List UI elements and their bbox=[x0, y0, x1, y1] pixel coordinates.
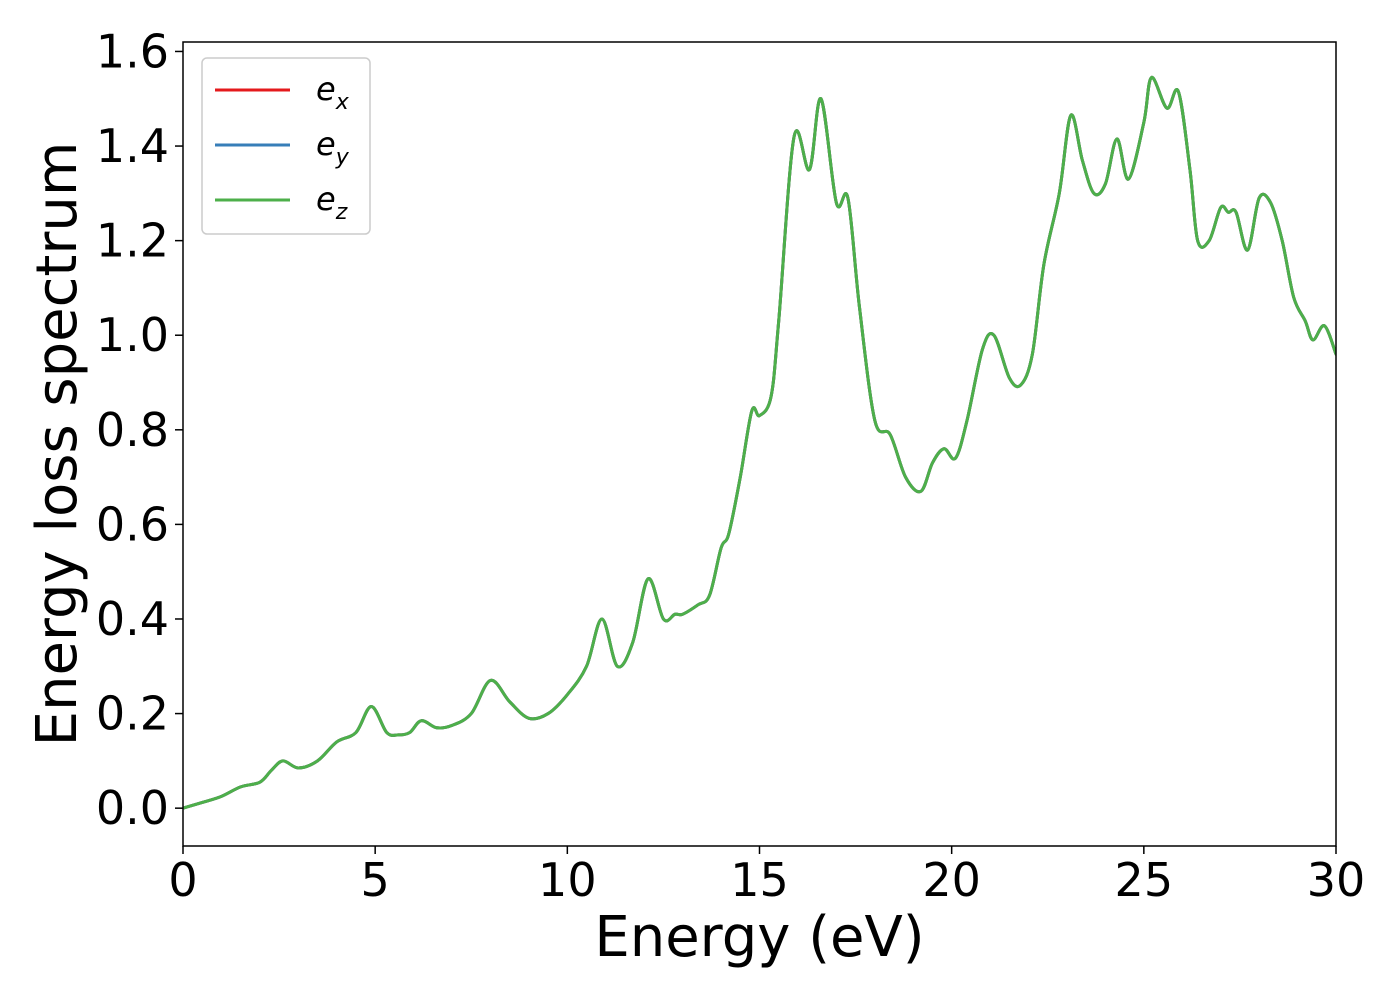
y-tick-label: 0.2 bbox=[96, 687, 169, 741]
legend-label-ey: ey bbox=[316, 125, 350, 170]
y-tick-label: 0.0 bbox=[96, 781, 169, 835]
x-tick-label: 25 bbox=[1115, 853, 1174, 907]
y-tick-label: 0.8 bbox=[96, 403, 169, 457]
series-layer bbox=[183, 75, 1336, 810]
y-tick-label: 1.2 bbox=[96, 214, 169, 268]
y-tick-label: 1.4 bbox=[96, 119, 169, 173]
x-axis-title: Energy (eV) bbox=[594, 905, 924, 970]
y-tick-label: 1.6 bbox=[96, 24, 169, 78]
y-tick-label: 0.4 bbox=[96, 592, 169, 646]
y-tick-label: 1.0 bbox=[96, 308, 169, 362]
x-tick-label: 5 bbox=[361, 853, 390, 907]
series-line-ez bbox=[183, 75, 1336, 810]
y-axis-title: Energy loss spectrum bbox=[25, 142, 90, 747]
x-tick-label: 15 bbox=[730, 853, 789, 907]
legend: ex ey ez bbox=[201, 57, 371, 235]
legend-label-ez: ez bbox=[316, 180, 348, 225]
legend-label-ex: ex bbox=[316, 70, 350, 115]
x-tick-label: 0 bbox=[168, 853, 197, 907]
y-tick-label: 0.6 bbox=[96, 497, 169, 551]
x-tick-label: 20 bbox=[922, 853, 981, 907]
x-tick-label: 10 bbox=[538, 853, 597, 907]
x-tick-label: 30 bbox=[1307, 853, 1366, 907]
y-axis-ticks: 0.0 0.2 0.4 0.6 0.8 1.0 1.2 1.4 1.6 bbox=[96, 24, 183, 835]
x-axis-ticks: 0 5 10 15 20 25 30 bbox=[168, 846, 1365, 907]
